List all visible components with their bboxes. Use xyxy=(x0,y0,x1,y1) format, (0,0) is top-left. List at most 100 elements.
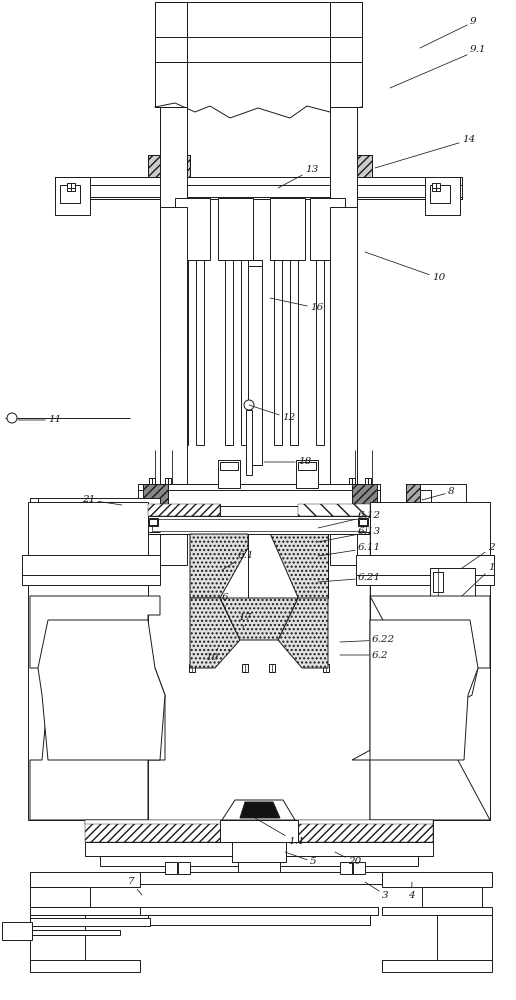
Bar xyxy=(310,198,345,260)
Bar xyxy=(22,555,160,577)
Bar xyxy=(55,177,462,185)
Bar xyxy=(300,462,316,470)
Bar xyxy=(55,197,462,199)
Polygon shape xyxy=(30,596,165,820)
Bar xyxy=(60,185,80,203)
Bar xyxy=(85,820,433,842)
Text: 4: 4 xyxy=(408,882,415,900)
Bar xyxy=(152,519,366,531)
Bar xyxy=(155,2,362,37)
Bar xyxy=(22,575,160,585)
Bar xyxy=(330,207,357,565)
Bar xyxy=(140,907,378,915)
Bar xyxy=(359,519,367,525)
Bar xyxy=(120,872,398,884)
Bar xyxy=(30,930,120,935)
Bar xyxy=(269,664,275,672)
Polygon shape xyxy=(358,502,490,820)
Bar xyxy=(165,862,177,874)
Bar xyxy=(432,183,440,191)
Text: 6.1: 6.1 xyxy=(222,550,254,570)
Bar xyxy=(55,177,90,215)
Text: 21: 21 xyxy=(82,495,122,505)
Bar xyxy=(100,856,418,866)
Bar xyxy=(270,198,305,260)
Circle shape xyxy=(244,400,254,410)
Text: 6.12: 6.12 xyxy=(318,512,381,528)
Bar xyxy=(330,107,357,207)
Bar xyxy=(356,575,494,585)
Text: 14: 14 xyxy=(375,135,475,168)
Bar xyxy=(340,862,352,874)
Text: 6: 6 xyxy=(222,593,229,608)
Bar xyxy=(178,862,190,874)
Bar xyxy=(425,177,460,215)
Bar xyxy=(382,872,492,887)
Text: 3: 3 xyxy=(365,882,389,900)
Bar xyxy=(296,460,318,488)
Text: 10: 10 xyxy=(365,252,445,282)
Bar xyxy=(67,183,75,191)
Bar xyxy=(238,862,280,877)
Bar xyxy=(155,2,187,62)
Bar xyxy=(148,516,370,534)
Bar xyxy=(218,198,253,260)
Bar xyxy=(330,107,357,357)
Polygon shape xyxy=(298,504,370,516)
Polygon shape xyxy=(190,598,240,668)
Polygon shape xyxy=(220,598,298,640)
Bar xyxy=(222,462,238,470)
Text: 6.13: 6.13 xyxy=(318,528,381,542)
Polygon shape xyxy=(148,504,220,516)
Polygon shape xyxy=(28,502,160,820)
Bar xyxy=(148,518,158,526)
Bar xyxy=(358,518,368,526)
Bar xyxy=(148,155,190,177)
Bar xyxy=(220,820,298,842)
Bar xyxy=(330,177,372,199)
Bar xyxy=(316,260,324,445)
Bar xyxy=(248,260,262,266)
Bar xyxy=(149,478,155,484)
Bar xyxy=(175,198,210,260)
Bar xyxy=(356,555,494,577)
Bar xyxy=(165,478,171,484)
Polygon shape xyxy=(222,800,295,820)
Bar xyxy=(382,960,492,972)
Text: 19: 19 xyxy=(205,648,218,662)
Text: 13: 13 xyxy=(278,165,318,188)
Text: 5: 5 xyxy=(285,852,317,866)
Bar xyxy=(138,484,380,506)
Bar xyxy=(330,2,362,62)
Bar xyxy=(274,260,282,445)
Bar xyxy=(148,177,190,199)
Bar xyxy=(160,107,187,207)
Bar xyxy=(85,842,433,856)
Text: 1.1: 1.1 xyxy=(255,818,304,846)
Bar xyxy=(382,907,492,915)
Circle shape xyxy=(7,413,17,423)
Text: 1: 1 xyxy=(462,564,495,596)
Bar xyxy=(430,185,450,203)
Bar xyxy=(30,498,160,516)
Bar xyxy=(406,484,420,512)
Bar xyxy=(30,872,140,887)
Bar xyxy=(242,664,248,672)
Bar xyxy=(85,820,433,824)
Bar xyxy=(365,478,371,484)
Text: 2: 2 xyxy=(462,544,495,568)
Bar xyxy=(246,410,252,475)
Bar xyxy=(148,155,190,177)
Bar xyxy=(30,887,90,907)
Bar xyxy=(160,207,187,565)
Text: 18: 18 xyxy=(264,458,311,466)
Bar xyxy=(30,915,85,935)
Bar xyxy=(422,887,482,907)
Bar xyxy=(30,907,140,915)
Text: 6.21: 6.21 xyxy=(318,574,381,582)
Text: 17: 17 xyxy=(238,613,251,628)
Bar xyxy=(330,155,372,177)
Bar xyxy=(143,484,168,506)
Text: 7: 7 xyxy=(128,878,142,895)
Bar xyxy=(220,462,240,484)
